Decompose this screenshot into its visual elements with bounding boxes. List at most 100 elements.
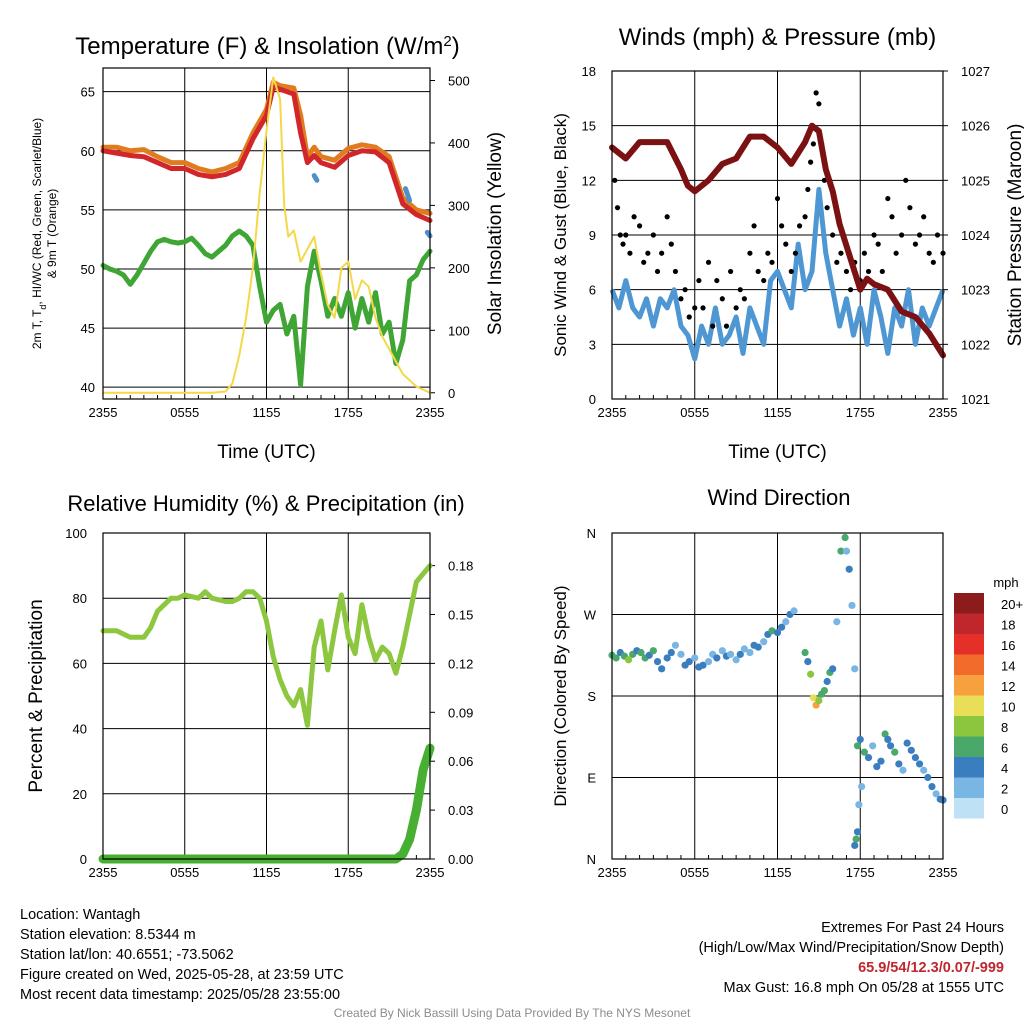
y-tick-label-right: 0.06 xyxy=(448,754,473,769)
x-tick-label: 1155 xyxy=(253,865,281,880)
gust-point xyxy=(692,305,698,311)
gust-point xyxy=(865,268,872,275)
direction-point xyxy=(858,782,866,791)
gust-point xyxy=(682,287,688,293)
gust-point xyxy=(788,268,794,275)
direction-point xyxy=(877,757,885,765)
direction-point xyxy=(852,835,860,843)
plot-frame xyxy=(611,70,944,400)
legend-swatch xyxy=(954,716,984,737)
direction-point xyxy=(881,730,889,738)
direction-point xyxy=(903,739,911,747)
gust-point xyxy=(926,250,932,256)
y-tick-label-left: 55 xyxy=(81,203,95,218)
direction-point xyxy=(886,742,895,750)
y-axis-label-left: Percent & Precipitation xyxy=(26,599,47,792)
y-tick-label-left: 20 xyxy=(73,787,87,802)
y-tick-label-right: 0.09 xyxy=(448,705,473,720)
direction-point xyxy=(924,773,932,782)
gust-point xyxy=(889,214,895,220)
gust-point xyxy=(755,268,761,275)
y-tick-label-right: 1027 xyxy=(961,64,990,79)
direction-point xyxy=(760,638,768,646)
gust-point xyxy=(810,141,816,147)
direction-point xyxy=(740,645,749,653)
direction-point xyxy=(820,686,828,695)
gust-point xyxy=(678,296,684,302)
direction-point xyxy=(823,677,831,686)
x-tick-label: 2355 xyxy=(929,405,958,420)
gust-point xyxy=(636,223,643,229)
gust-point xyxy=(623,232,629,238)
direction-point xyxy=(853,828,862,836)
y-tick-label-left: 9 xyxy=(589,228,596,243)
series-line-9m-temperature xyxy=(100,79,433,216)
gust-point xyxy=(843,268,850,275)
x-tick-label: 1755 xyxy=(334,405,363,420)
legend-swatch xyxy=(954,613,984,634)
gust-point xyxy=(861,250,867,256)
direction-point xyxy=(851,841,859,850)
gust-point xyxy=(916,232,923,238)
gust-point xyxy=(903,177,909,183)
gust-point xyxy=(847,287,854,293)
gust-point xyxy=(617,232,623,238)
direction-point xyxy=(667,648,675,657)
gust-point xyxy=(627,250,633,256)
legend-label: 18 xyxy=(1001,618,1015,633)
x-tick-label: 1755 xyxy=(846,405,875,420)
direction-point xyxy=(809,694,817,702)
gust-point xyxy=(668,241,674,247)
direction-point xyxy=(624,656,633,664)
legend-label: 10 xyxy=(1001,700,1015,715)
x-tick-label: 2355 xyxy=(89,405,118,420)
direction-point xyxy=(699,661,707,669)
gust-point xyxy=(719,296,725,302)
gust-point xyxy=(654,268,661,275)
legend-label: 8 xyxy=(1001,720,1008,735)
series-line-heat-index xyxy=(402,186,413,203)
y-axis-label-left-line2: & 9m T (Orange) xyxy=(45,189,59,279)
direction-point xyxy=(746,648,754,657)
x-axis-label: Time (UTC) xyxy=(728,442,827,463)
gust-point xyxy=(779,223,785,229)
y-tick-label-right: 100 xyxy=(448,323,470,338)
gust-point xyxy=(899,232,905,238)
recent-timestamp-text: Most recent data timestamp: 2025/05/28 2… xyxy=(20,987,341,1003)
direction-point xyxy=(727,650,735,658)
gust-point xyxy=(728,268,734,275)
direction-point xyxy=(829,665,837,673)
y-tick-label-left: 18 xyxy=(582,64,596,79)
gust-point xyxy=(875,241,881,247)
direction-point xyxy=(841,533,849,542)
series-line-relative-humidity xyxy=(100,563,433,728)
gust-point xyxy=(696,277,702,284)
legend-swatch xyxy=(954,593,984,614)
gust-point xyxy=(912,241,919,247)
gust-point xyxy=(816,101,822,107)
series-line-station-pressure xyxy=(609,122,946,359)
direction-point xyxy=(869,742,877,750)
y-tick-label-left: 100 xyxy=(65,526,87,541)
gust-point xyxy=(686,314,692,320)
y-axis-label-left: Direction (Colored By Speed) xyxy=(551,585,570,806)
gust-point xyxy=(792,250,799,256)
y-tick-label-left: 60 xyxy=(81,144,95,159)
y-tick-label-right: 0.03 xyxy=(448,803,473,818)
direction-point xyxy=(691,654,699,662)
direction-point xyxy=(853,742,862,750)
y-label-rest: , HI/WC (Red, Green, Scarlet/Blue) xyxy=(30,118,44,305)
legend-label: 0 xyxy=(1001,802,1008,817)
series-line-dewpoint xyxy=(100,228,433,388)
y-label-subscript: d xyxy=(38,305,48,310)
x-tick-label: 0555 xyxy=(680,405,709,420)
direction-point xyxy=(768,627,776,635)
direction-point xyxy=(895,760,903,768)
gust-point xyxy=(737,287,743,293)
gust-point xyxy=(796,223,803,229)
gust-point xyxy=(747,250,753,256)
gust-point xyxy=(805,186,811,193)
direction-point xyxy=(736,650,744,658)
y-tick-label-right: 1024 xyxy=(961,228,990,243)
direction-tick-label: N xyxy=(587,526,596,541)
